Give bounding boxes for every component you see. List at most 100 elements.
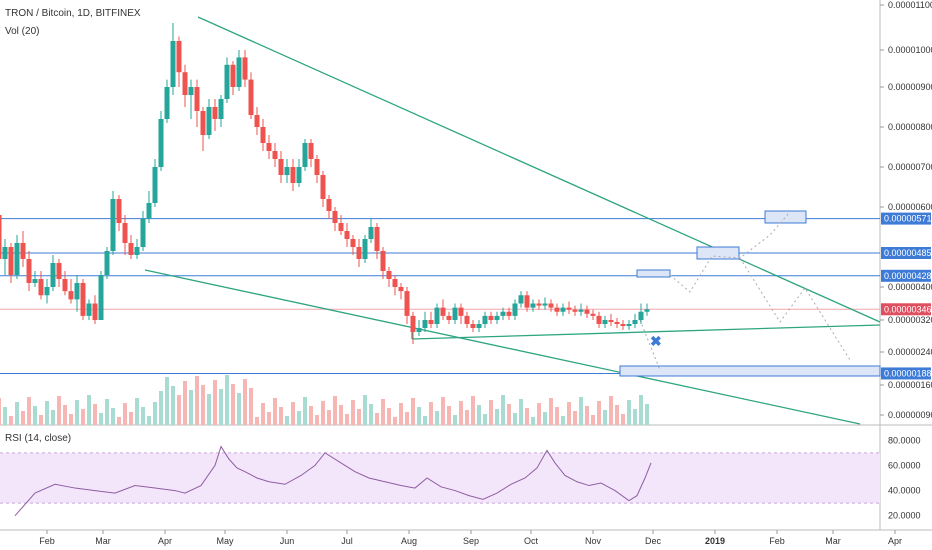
volume-bar	[237, 393, 241, 425]
candle-body	[80, 283, 86, 316]
candle-body	[572, 309, 578, 312]
rsi-line	[14, 445, 652, 517]
volume-bar	[399, 403, 403, 425]
volume-bar	[177, 395, 181, 425]
volume-bar	[81, 409, 85, 425]
time-tick-label: Oct	[524, 536, 539, 546]
price-tick-label: 0.00000900	[888, 82, 932, 92]
time-tick-label: Nov	[585, 536, 602, 546]
volume-bar	[375, 413, 379, 425]
projection-path-upper	[669, 211, 791, 293]
level-price-tag	[881, 247, 931, 259]
volume-bar	[417, 407, 421, 425]
volume-bar	[345, 414, 349, 425]
candle-body	[458, 307, 464, 316]
candle-body	[326, 199, 332, 211]
candle-body	[476, 324, 482, 328]
candle-body	[596, 315, 602, 324]
volume-bar	[315, 415, 319, 425]
volume-bar	[423, 416, 427, 425]
candle-body	[512, 303, 518, 316]
time-tick-label: May	[216, 536, 234, 546]
projection-box	[764, 210, 807, 224]
candle-body	[332, 211, 338, 223]
rsi-label: RSI (14, close)	[5, 433, 72, 444]
candles-group	[0, 23, 650, 344]
candle-body	[254, 115, 260, 127]
volume-bar	[261, 403, 265, 425]
volume-bar	[387, 408, 391, 425]
time-tick-label: Jun	[280, 536, 295, 546]
candle-body	[146, 203, 152, 219]
volume-bar	[69, 414, 73, 425]
candle-body	[56, 263, 62, 279]
candle-body	[356, 247, 362, 259]
volume-bar	[303, 397, 307, 425]
time-tick-label: Feb	[769, 536, 785, 546]
upper-trend-line	[197, 16, 881, 323]
volume-bar	[189, 390, 193, 425]
volume-bar	[591, 415, 595, 425]
rsi-tick-label: 40.0000	[888, 486, 921, 496]
candle-body	[464, 315, 470, 324]
volume-bar	[0, 398, 1, 425]
candle-body	[242, 57, 248, 80]
candle-body	[578, 309, 584, 312]
volume-bar	[411, 398, 415, 425]
time-tick-label: Mar	[825, 536, 841, 546]
candle-body	[488, 315, 494, 320]
candle-body	[62, 279, 68, 292]
volume-bar	[153, 402, 157, 425]
candle-body	[590, 313, 596, 316]
volume-bar	[597, 401, 601, 425]
volume-bar	[147, 416, 151, 425]
volume-bar	[243, 379, 247, 425]
rsi-tick-label: 20.0000	[888, 511, 921, 521]
volume-bar	[531, 417, 535, 425]
volume-bar	[645, 404, 649, 425]
volume-bar	[609, 396, 613, 425]
candle-body	[2, 247, 8, 259]
candle-body	[398, 287, 404, 292]
volume-bar	[231, 384, 235, 425]
volume-bar	[87, 395, 91, 425]
volume-group	[0, 375, 649, 425]
candle-body	[236, 57, 242, 87]
volume-bar	[291, 402, 295, 425]
volume-bar	[507, 404, 511, 425]
lower-trend-line	[144, 269, 861, 425]
candle-body	[260, 127, 266, 143]
candle-body	[218, 99, 224, 119]
projection-box	[619, 365, 881, 377]
volume-bar	[327, 410, 331, 425]
level-price-tag	[881, 367, 931, 380]
volume-bar	[333, 396, 337, 425]
price-tick-label: 0.00000600	[888, 202, 932, 212]
volume-bar	[495, 409, 499, 425]
volume-bar	[285, 416, 289, 425]
candle-body	[302, 143, 308, 167]
candle-body	[26, 259, 32, 283]
price-tick-label: 0.00001100	[888, 0, 932, 10]
candle-body	[194, 87, 200, 111]
volume-bar	[9, 416, 13, 425]
candle-body	[494, 315, 500, 320]
candle-body	[188, 87, 194, 95]
chart-title: TRON / Bitcoin, 1D, BITFINEX	[5, 8, 141, 19]
volume-bar	[579, 397, 583, 425]
volume-bar	[633, 409, 637, 425]
volume-bar	[207, 394, 211, 425]
candle-body	[272, 151, 278, 159]
time-tick-label: Dec	[645, 536, 662, 546]
candle-body	[644, 309, 650, 312]
candle-body	[296, 167, 302, 183]
volume-bar	[501, 395, 505, 425]
volume-bar	[105, 399, 109, 425]
volume-bar	[525, 408, 529, 425]
volume-bar	[537, 403, 541, 425]
volume-bar	[351, 400, 355, 425]
volume-bar	[393, 417, 397, 425]
price-tick-label: 0.00000240	[888, 347, 932, 357]
volume-bar	[111, 408, 115, 425]
